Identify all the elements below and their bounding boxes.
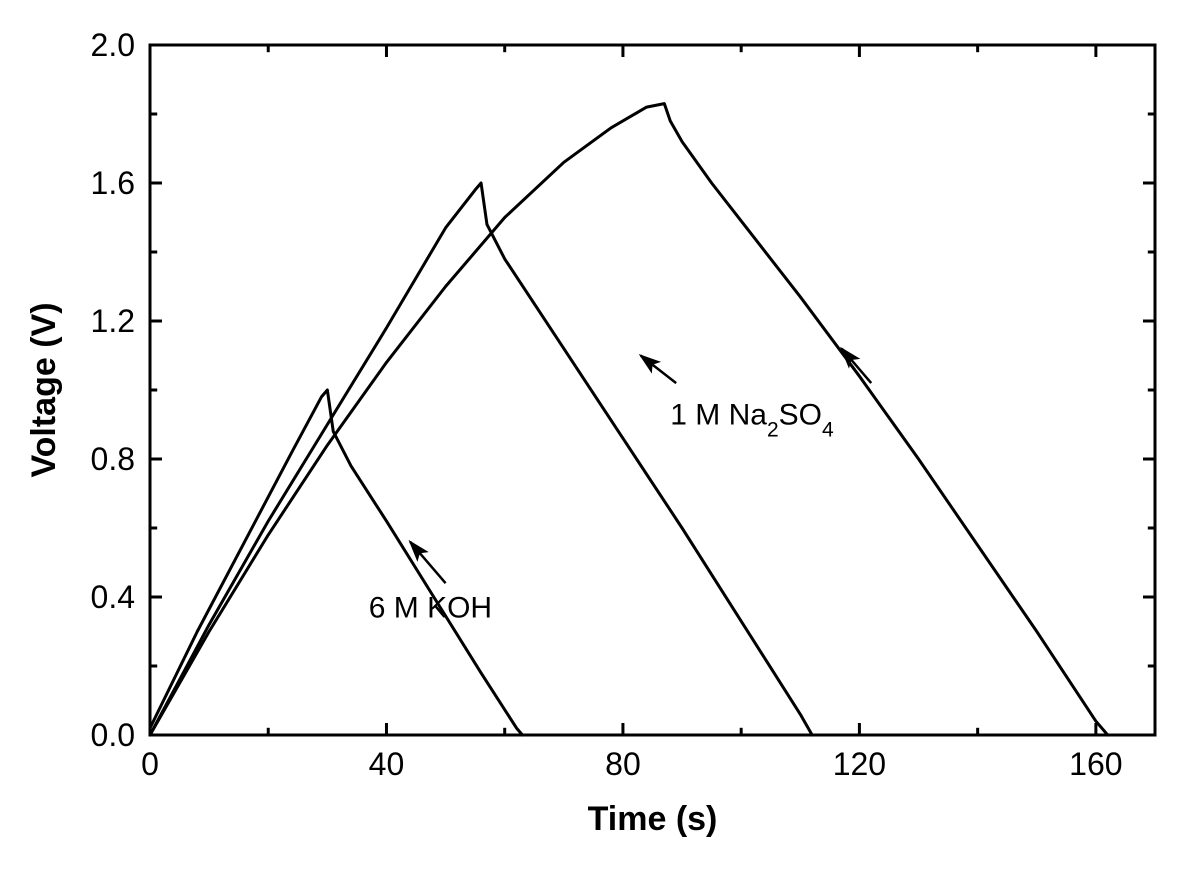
x-tick-label: 40 — [369, 746, 405, 782]
y-tick-label: 1.2 — [91, 303, 135, 339]
x-tick-label: 160 — [1069, 746, 1122, 782]
chart-container: 0 40 80 120 160 0.0 0.4 0.8 1.2 1.6 2.0 Time (s) Vol… — [0, 0, 1191, 873]
y-tick-label: 2.0 — [91, 27, 135, 63]
x-tick-label: 80 — [605, 746, 641, 782]
y-tick-label: 1.6 — [91, 165, 135, 201]
y-axis-label: Voltage (V) — [25, 302, 63, 477]
y-tick-label: 0.0 — [91, 717, 135, 753]
y-tick-label: 0.4 — [91, 579, 135, 615]
x-tick-label: 120 — [833, 746, 886, 782]
x-axis-label: Time (s) — [588, 800, 718, 838]
y-tick-label: 0.8 — [91, 441, 135, 477]
x-tick-label: 0 — [141, 746, 159, 782]
koh-label: 6 M KOH — [369, 592, 492, 625]
voltage-time-chart: 0 40 80 120 160 0.0 0.4 0.8 1.2 1.6 2.0 Time (s) Vol… — [0, 0, 1191, 873]
